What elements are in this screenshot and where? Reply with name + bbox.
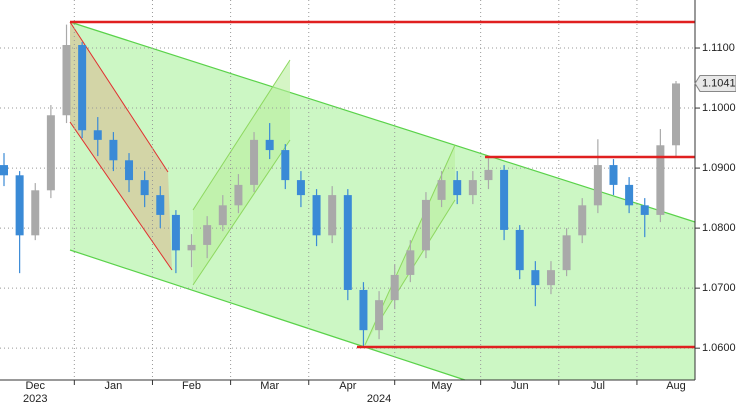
up-channel-1-upper <box>192 59 291 211</box>
candle-body <box>343 195 352 290</box>
candle-body <box>406 250 415 275</box>
channel-lower <box>69 249 466 381</box>
candle-body <box>562 235 571 271</box>
candle-body <box>609 165 618 185</box>
annotations <box>69 21 696 381</box>
candle-body <box>328 195 337 236</box>
up-channel-1-lower <box>192 139 291 286</box>
candle-body <box>437 180 446 200</box>
candle-body <box>125 160 134 181</box>
candle-body <box>656 145 665 215</box>
candle-body <box>281 150 290 181</box>
up-channel-1-fill <box>193 60 290 285</box>
candle-body <box>531 270 540 286</box>
candle-body <box>640 205 649 215</box>
year-label: 2024 <box>367 393 391 404</box>
candle-body <box>0 165 8 176</box>
x-tick-label: Aug <box>666 380 686 392</box>
channel-upper <box>69 21 696 223</box>
candle-body <box>187 244 196 251</box>
candle-body <box>234 184 243 206</box>
candle-body <box>203 225 212 245</box>
candle-body <box>546 270 555 286</box>
down-channel-lower <box>69 121 173 271</box>
candle-body <box>625 184 634 206</box>
candle-body <box>484 169 493 181</box>
candle-body <box>359 289 368 331</box>
last-price-box <box>694 74 736 92</box>
levels <box>70 20 695 349</box>
candle-body <box>15 175 24 236</box>
x-tick-label: Mar <box>260 380 279 392</box>
grid <box>0 0 700 385</box>
y-tick-label: 1.0900 <box>702 162 736 174</box>
candle-body <box>390 274 399 301</box>
candle-body <box>156 195 165 215</box>
candle-body <box>265 139 274 151</box>
y-tick-label: 1.0700 <box>702 282 736 294</box>
candle-body <box>62 45 71 116</box>
labels: 1.0600 1.0700 1.0800 1.0900 1.1000 1.1100 Dec J… <box>23 42 736 404</box>
candle-body <box>296 180 305 196</box>
candles <box>0 24 680 348</box>
candle-body <box>672 83 680 146</box>
candle-body <box>578 205 587 236</box>
candle-body <box>500 169 509 230</box>
channel-fill <box>70 22 695 380</box>
candle-body <box>421 199 430 251</box>
y-tick-label: 1.0600 <box>702 342 736 354</box>
candle-body <box>515 229 524 271</box>
candle-body <box>468 180 477 196</box>
y-tick-label: 1.0800 <box>702 222 736 234</box>
down-channel-upper <box>69 21 169 173</box>
candle-body <box>78 45 87 131</box>
x-tick-label: Feb <box>182 380 201 392</box>
candle-body <box>93 130 102 140</box>
x-tick-label: Jun <box>511 380 529 392</box>
down-channel-fill <box>70 22 172 270</box>
candle-body <box>140 180 149 196</box>
candle-body <box>218 205 227 226</box>
x-tick-label: May <box>431 380 452 392</box>
candle-body <box>453 180 462 196</box>
last-price-label: 1.1041 <box>702 77 736 89</box>
y-tick-label: 1.1100 <box>702 42 735 54</box>
candle-body <box>250 139 259 185</box>
year-label: 2023 <box>23 393 47 404</box>
candle-body <box>109 139 118 161</box>
candle-body <box>312 195 321 236</box>
candle-body <box>375 300 384 331</box>
candle-body <box>171 214 180 251</box>
candle-body <box>593 165 602 206</box>
y-tick-label: 1.1000 <box>702 102 736 114</box>
x-tick-label: Jan <box>105 380 123 392</box>
candle-body <box>31 190 40 236</box>
candle-body <box>46 115 55 191</box>
x-tick-label: Dec <box>25 380 45 392</box>
x-tick-label: Apr <box>339 380 356 392</box>
x-tick-label: Jul <box>591 380 605 392</box>
